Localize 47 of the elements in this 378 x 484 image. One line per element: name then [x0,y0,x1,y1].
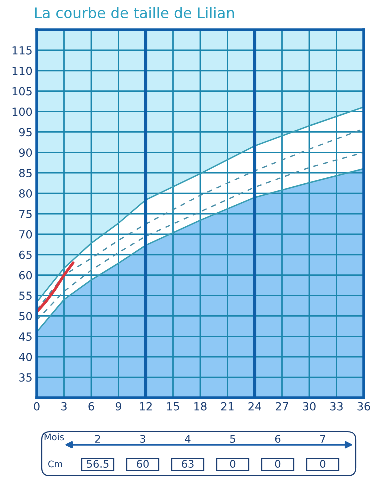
text: 60 [137,460,149,468]
x-tick-label: 9 [116,402,122,411]
text: 63 [182,460,194,468]
y-tick-label: 35 [20,374,32,382]
x-tick-label: 12 [140,402,152,411]
x-tick-label: 30 [303,402,316,411]
y-tick-label: 40 [19,353,32,362]
text: 5 [230,435,236,444]
y-tick-label: 100 [12,108,32,116]
x-tick-label: 36 [358,402,370,411]
text: 2 [95,435,100,443]
y-tick-label: 50 [20,312,32,321]
y-tick-label: 70 [20,230,32,239]
x-tick-label: 24 [248,402,262,411]
y-tick-label: 85 [19,169,32,178]
line-series [37,262,75,314]
x-tick-label: 6 [88,402,94,411]
y-tick-label: 110 [12,66,32,76]
y-tick-label: 60 [19,271,32,280]
y-tick-label: 80 [19,190,32,198]
y-tick-label: 75 [20,210,32,218]
x-tick-label: 3 [62,402,67,411]
y-tick-label: 45 [19,332,32,342]
text: 0 [275,460,281,468]
x-tick-label: 15 [167,402,180,411]
x-tick-label: 0 [34,402,40,411]
x-tick-label: 21 [221,402,234,411]
text: 6 [275,435,281,444]
line-series [37,152,364,321]
x-tick-label: 33 [330,402,343,411]
text: 4 [185,435,191,443]
text: Mois [44,434,64,441]
x-tick-label: 27 [276,402,288,411]
text: 7 [320,435,326,443]
y-tick-label: 55 [20,292,32,300]
y-tick-label: 95 [19,128,32,137]
text: 56.5 [87,460,109,468]
text: 3 [140,435,146,444]
y-tick-label: 105 [12,87,32,96]
y-tick-label: 90 [19,148,32,158]
text: 0 [320,460,326,468]
text: Cm [48,460,62,468]
y-tick-label: 115 [12,46,32,55]
chart-title: La courbe de taille de Lilian [35,7,234,19]
x-tick-label: 18 [194,402,207,411]
text: 0 [230,460,236,468]
y-tick-label: 65 [19,250,32,260]
